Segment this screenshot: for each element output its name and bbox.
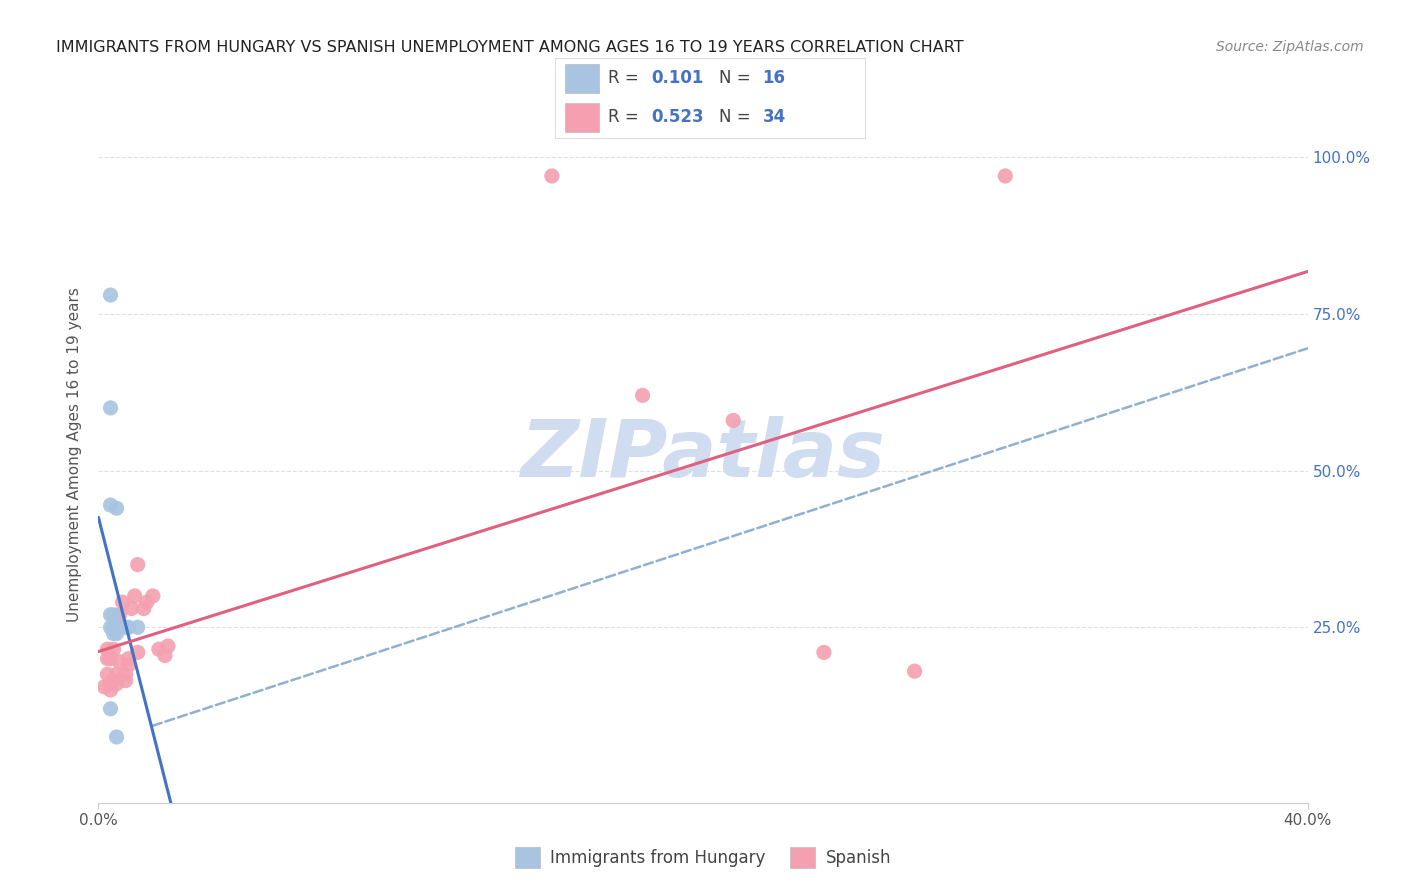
Legend: Immigrants from Hungary, Spanish: Immigrants from Hungary, Spanish: [509, 841, 897, 874]
Text: Source: ZipAtlas.com: Source: ZipAtlas.com: [1216, 40, 1364, 54]
Point: [132, 601, 155, 615]
Point: [105, 501, 128, 516]
Point: [540, 169, 562, 183]
Point: [813, 645, 835, 659]
Text: N =: N =: [720, 109, 756, 127]
Point: [156, 639, 179, 653]
Point: [723, 413, 745, 427]
Point: [127, 620, 149, 634]
Point: [100, 401, 122, 415]
Point: [96, 642, 118, 657]
Y-axis label: Unemployment Among Ages 16 to 19 years: Unemployment Among Ages 16 to 19 years: [67, 287, 83, 623]
Text: R =: R =: [607, 109, 644, 127]
Text: IMMIGRANTS FROM HUNGARY VS SPANISH UNEMPLOYMENT AMONG AGES 16 TO 19 YEARS CORREL: IMMIGRANTS FROM HUNGARY VS SPANISH UNEMP…: [56, 40, 965, 55]
Point: [135, 595, 157, 609]
Point: [93, 680, 115, 694]
Point: [148, 642, 170, 657]
Point: [100, 498, 122, 512]
Point: [103, 673, 125, 688]
FancyBboxPatch shape: [565, 64, 599, 94]
Point: [108, 607, 131, 622]
Text: R =: R =: [607, 70, 644, 87]
Point: [904, 664, 927, 678]
Point: [100, 675, 122, 690]
Point: [118, 620, 141, 634]
Point: [100, 651, 122, 665]
Point: [100, 683, 122, 698]
Point: [127, 558, 149, 572]
Point: [100, 607, 122, 622]
Point: [103, 626, 125, 640]
Point: [103, 607, 125, 622]
Point: [631, 388, 654, 402]
Point: [100, 702, 122, 716]
Point: [108, 620, 131, 634]
Text: 34: 34: [762, 109, 786, 127]
Text: ZIPatlas: ZIPatlas: [520, 416, 886, 494]
Point: [105, 676, 128, 690]
FancyBboxPatch shape: [565, 103, 599, 132]
Point: [96, 651, 118, 665]
Point: [124, 589, 146, 603]
Point: [127, 645, 149, 659]
Point: [114, 673, 136, 688]
Point: [96, 667, 118, 681]
Point: [114, 667, 136, 681]
Point: [105, 667, 128, 681]
Point: [121, 601, 143, 615]
Point: [111, 595, 134, 609]
Text: 0.101: 0.101: [651, 70, 703, 87]
Point: [103, 642, 125, 657]
Point: [118, 657, 141, 672]
Point: [142, 589, 165, 603]
Point: [114, 620, 136, 634]
Text: 16: 16: [762, 70, 786, 87]
Point: [118, 651, 141, 665]
Point: [108, 655, 131, 669]
Point: [105, 730, 128, 744]
Text: N =: N =: [720, 70, 756, 87]
Point: [103, 620, 125, 634]
Point: [100, 620, 122, 634]
Point: [100, 288, 122, 302]
Point: [153, 648, 176, 663]
Point: [105, 626, 128, 640]
Point: [994, 169, 1017, 183]
Text: 0.523: 0.523: [651, 109, 704, 127]
